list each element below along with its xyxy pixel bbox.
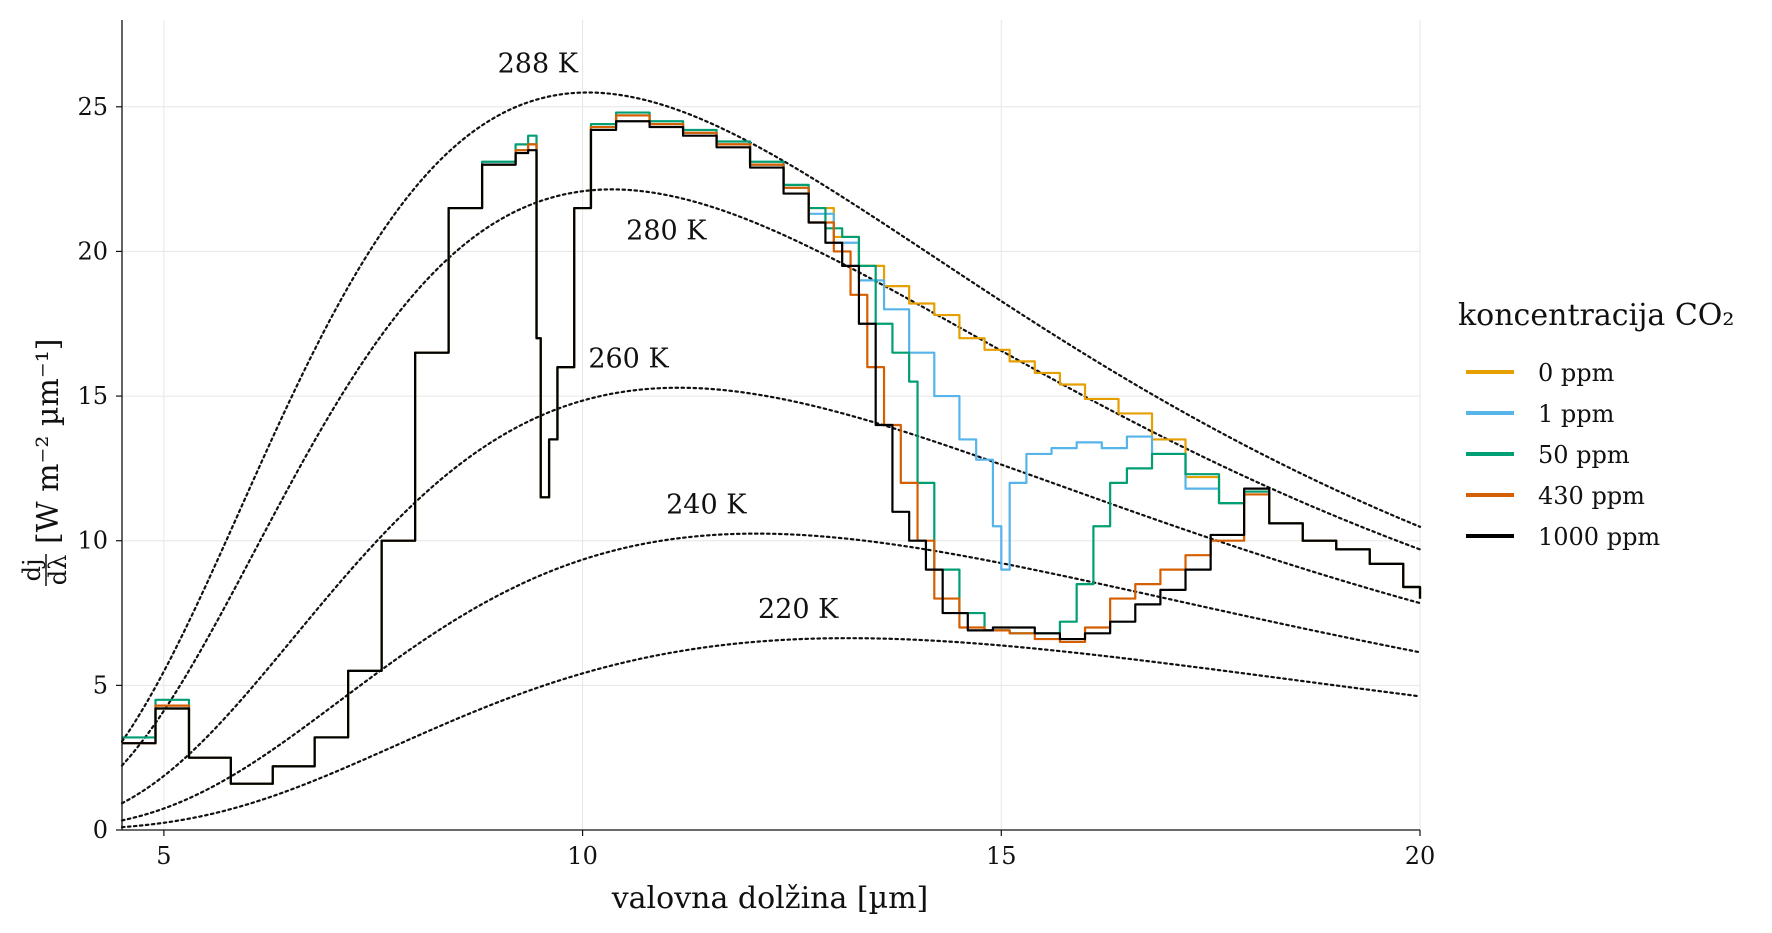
y-tick-label: 20 <box>77 237 108 265</box>
series-line-1000-ppm <box>122 120 1422 785</box>
planck-label-240: 240 K <box>666 490 747 521</box>
grid <box>122 20 1421 831</box>
legend-label: 50 ppm <box>1538 441 1630 469</box>
planck-label-220: 220 K <box>758 594 839 625</box>
series-line-50-ppm <box>122 111 1422 785</box>
legend-items: 0 ppm 1 ppm 50 ppm 430 ppm 1000 ppm <box>1466 359 1660 551</box>
spectrum-series <box>122 111 1422 785</box>
y-tick-label: 15 <box>77 382 108 410</box>
planck-curves <box>120 91 1422 829</box>
y-tick-label: 25 <box>77 93 108 121</box>
axes <box>121 20 1420 831</box>
legend-title: koncentracija CO₂ <box>1458 298 1734 333</box>
planck-curve-240 <box>120 532 1422 822</box>
y-tick-label: 5 <box>93 671 108 699</box>
planck-label-288: 288 K <box>498 48 579 79</box>
legend: koncentracija CO₂ 0 ppm 1 ppm 50 ppm 430 pp… <box>1458 298 1734 551</box>
x-tick-label: 5 <box>156 842 171 870</box>
y-axis-title-numerator: dj <box>18 559 46 582</box>
y-tick-label: 10 <box>77 527 108 555</box>
series-line-1-ppm <box>122 114 1422 785</box>
planck-label-260: 260 K <box>588 344 669 375</box>
series-line-0-ppm <box>122 114 1422 785</box>
y-axis-title: dj dλ [W m⁻² µm⁻¹] <box>18 339 72 586</box>
legend-label: 1000 ppm <box>1538 523 1660 551</box>
x-tick-label: 20 <box>1405 842 1436 870</box>
tick-labels: 5 10 15 20 0 5 10 15 20 25 <box>77 93 1435 870</box>
planck-curve-260 <box>120 386 1422 805</box>
series-line-430-ppm <box>122 114 1422 785</box>
planck-label-280: 280 K <box>626 215 707 246</box>
legend-label: 0 ppm <box>1538 359 1615 387</box>
planck-curve-288 <box>120 91 1422 743</box>
y-tick-label: 0 <box>93 816 108 844</box>
planck-curve-280 <box>120 188 1422 767</box>
legend-label: 430 ppm <box>1538 482 1645 510</box>
y-axis-title-denominator: dλ <box>44 555 72 586</box>
planck-curve-220 <box>120 637 1422 829</box>
x-axis-title: valovna dolžina [µm] <box>611 881 929 916</box>
x-tick-label: 10 <box>567 842 598 870</box>
y-axis-title-units: [W m⁻² µm⁻¹] <box>31 339 66 544</box>
legend-label: 1 ppm <box>1538 400 1615 428</box>
planck-curve-labels: 288 K 280 K 260 K 240 K 220 K <box>498 48 840 625</box>
x-tick-label: 15 <box>986 842 1017 870</box>
